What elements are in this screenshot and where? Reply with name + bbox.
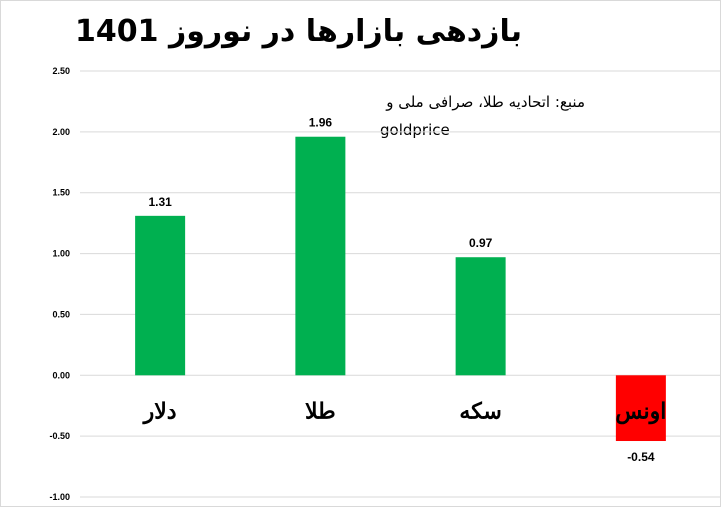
bar-1 xyxy=(295,136,346,376)
y-tick-label: 2.50 xyxy=(52,66,70,76)
data-label: 1.31 xyxy=(148,195,172,209)
y-tick-label: 0.00 xyxy=(52,370,70,380)
bar-3 xyxy=(615,375,666,442)
source-line-1: منبع: اتحادیه طلا، صرافی ملی و xyxy=(386,93,585,111)
data-label: 0.97 xyxy=(469,236,493,250)
source-note: منبع: اتحادیه طلا، صرافی ملی و goldprice xyxy=(380,88,585,144)
y-tick-label: 1.50 xyxy=(52,188,70,198)
bar-2 xyxy=(455,257,506,376)
category-label: دلار xyxy=(142,398,177,424)
category-label: طلا xyxy=(305,398,336,423)
y-tick-label: 2.00 xyxy=(52,127,70,137)
y-tick-label: -1.00 xyxy=(49,492,70,502)
y-tick-label: 1.00 xyxy=(52,249,70,259)
category-label: اونس xyxy=(615,398,666,424)
data-label: 1.96 xyxy=(309,116,333,130)
y-tick-label: -0.50 xyxy=(49,431,70,441)
source-line-2: goldprice xyxy=(380,121,450,139)
chart-title: بازدهی بازارها در نوروز 1401 xyxy=(75,14,522,49)
y-tick-label: 0.50 xyxy=(52,309,70,319)
bar-0 xyxy=(135,215,186,376)
data-label: -0.54 xyxy=(627,450,655,464)
category-label: سکه xyxy=(459,398,501,423)
